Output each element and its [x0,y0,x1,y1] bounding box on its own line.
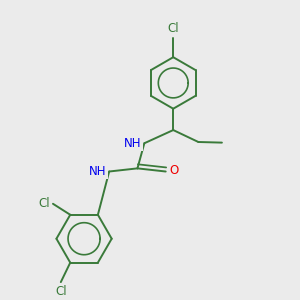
Text: O: O [169,164,179,177]
Text: Cl: Cl [55,285,67,298]
Text: NH: NH [124,137,142,150]
Text: Cl: Cl [39,197,50,210]
Text: Cl: Cl [167,22,179,35]
Text: NH: NH [89,165,107,178]
